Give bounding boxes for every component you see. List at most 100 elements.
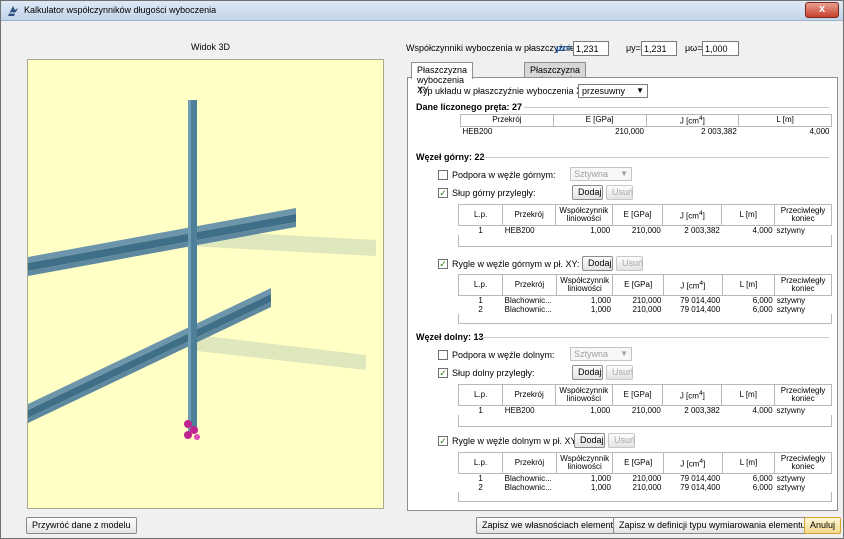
top-beams-remove-button[interactable]: Usuń: [616, 256, 643, 271]
save-in-element-properties-button[interactable]: Zapisz we własnościach elementu: [476, 517, 625, 534]
table-row[interactable]: 2 Blachownic... 1,000 210,000 79 014,400…: [459, 483, 832, 492]
bottom-beams-add-button[interactable]: Dodaj: [574, 433, 605, 448]
table-row[interactable]: 1 HEB200 1,000 210,000 2 003,382 4,000 s…: [459, 226, 832, 236]
title-bar[interactable]: Kalkulator współczynników długości wyboc…: [1, 1, 843, 21]
cell-linearity: 1,000: [590, 226, 611, 235]
col-header-j: J [cm4]: [662, 452, 723, 474]
col-header-e: E [GPa]: [612, 452, 664, 474]
column-edge: [188, 100, 191, 432]
beam-bottom-flange: [28, 302, 271, 423]
view3d-canvas[interactable]: [27, 59, 384, 509]
table-row[interactable]: 1 Blachownic... 1,000 210,000 79 014,400…: [459, 296, 832, 306]
cell-opposite-end: sztywny: [776, 474, 806, 483]
col-header-lp: L.p.: [457, 204, 504, 226]
tab-plane-xy[interactable]: Płaszczyzna wyboczenia XY: [411, 62, 474, 95]
table-row[interactable]: 1 Blachownic... 1,000 210,000 79 014,400…: [459, 474, 832, 484]
beam-top: [28, 208, 296, 263]
col-header-linearity: Współczynnik liniowości: [554, 384, 613, 406]
beam-bottom: [28, 288, 271, 410]
table-row[interactable]: 1 HEB200 1,000 210,000 2 003,382 4,000 s…: [459, 406, 832, 416]
col-header-opposite-end: Przeciwległy koniec: [774, 204, 832, 226]
system-type-value: przesuwny: [582, 86, 626, 96]
member-table[interactable]: Przekrój E [GPa] J [cm4] L [m] HEB200 21…: [460, 114, 832, 136]
top-beams-add-button[interactable]: Dodaj: [582, 256, 613, 271]
cancel-button[interactable]: Anuluj: [804, 517, 842, 534]
bottom-beams-table[interactable]: L.p. Przekrój Współczynnik liniowości E …: [457, 452, 832, 492]
cell-lp: 2: [478, 483, 483, 492]
app-icon: [8, 6, 18, 16]
col-header-linearity: Współczynnik liniowości: [555, 452, 614, 474]
top-column-add-button[interactable]: Dodaj: [572, 185, 603, 200]
col-header-opposite-end: Przeciwległy koniec: [774, 452, 832, 474]
dropdown-arrow-icon: ▼: [620, 169, 628, 178]
cell-l: 4,000: [752, 406, 773, 415]
member-header-section: Przekrój: [460, 114, 554, 127]
tab-plane-xz[interactable]: Płaszczyzna wyboczenia XZ: [524, 62, 587, 95]
system-type-label: Typ układu w płaszczyźnie wyboczenia XY:: [418, 86, 591, 96]
bottom-beams-checkbox[interactable]: ✓: [438, 436, 448, 446]
cell-j: 79 014,400: [680, 474, 721, 483]
member-heading: Dane liczonego pręta: 27: [416, 102, 523, 112]
col-header-section: Przekrój: [502, 204, 556, 226]
top-beams-table[interactable]: L.p. Przekrój Współczynnik liniowości E …: [457, 274, 832, 314]
cell-e: 210,000: [632, 296, 662, 305]
col-header-e: E [GPa]: [611, 384, 664, 406]
coefficients-label: Współczynniki wyboczenia w płaszczyźnie:: [406, 43, 578, 53]
cell-linearity: 1,000: [590, 406, 611, 415]
save-in-design-type-button[interactable]: Zapisz w definicji typu wymiarowania ele…: [613, 517, 812, 534]
dropdown-arrow-icon: ▼: [620, 349, 628, 358]
top-beams-checkbox[interactable]: ✓: [438, 259, 448, 269]
table-row[interactable]: HEB200 210,000 2 003,382 4,000: [461, 126, 832, 136]
bottom-column-add-button[interactable]: Dodaj: [572, 365, 603, 380]
tab-panel-xy: Typ układu w płaszczyźnie wyboczenia XY:…: [407, 77, 838, 511]
col-header-lp: L.p.: [457, 452, 504, 474]
cell-l: 6,000: [752, 474, 773, 483]
col-header-linearity: Współczynnik liniowości: [554, 204, 613, 226]
top-column-label: Słup górny przyległy:: [452, 188, 536, 198]
close-icon: x: [818, 3, 826, 15]
cell-l: 4,000: [752, 226, 773, 235]
bottom-column-checkbox[interactable]: ✓: [438, 368, 448, 378]
top-support-checkbox[interactable]: [438, 170, 448, 180]
col-header-section: Przekrój: [502, 274, 557, 296]
member-header-j: J [cm4]: [645, 114, 740, 127]
bottom-support-label: Podpora w węźle dolnym:: [452, 350, 555, 360]
member-header-e: E [GPa]: [552, 114, 647, 127]
bottom-support-checkbox[interactable]: [438, 350, 448, 360]
bottom-column-remove-button[interactable]: Usuń: [606, 365, 633, 380]
view3d-title: Widok 3D: [191, 42, 231, 52]
table-row[interactable]: 2 Blachownic... 1,000 210,000 79 014,400…: [459, 305, 832, 314]
bottom-support-select[interactable]: Sztywna ▼: [570, 347, 632, 361]
restore-from-model-button[interactable]: Przywróć dane z modelu: [26, 517, 137, 534]
mu-z-field[interactable]: [573, 41, 609, 56]
bottom-column-table[interactable]: L.p. Przekrój Współczynnik liniowości E …: [457, 384, 832, 416]
top-support-value: Sztywna: [574, 169, 609, 179]
cell-lp: 1: [478, 474, 483, 483]
col-header-e: E [GPa]: [612, 274, 664, 296]
top-beams-label: Rygle w węźle górnym w pł. XY:: [452, 259, 580, 269]
mu-w-field[interactable]: [702, 41, 739, 56]
bottom-beams-label: Rygle w węźle dolnym w pł. XY:: [452, 436, 579, 446]
col-header-opposite-end: Przeciwległy koniec: [774, 384, 832, 406]
member-cell-e: 210,000: [615, 126, 644, 136]
cell-e: 210,000: [632, 483, 662, 492]
top-support-select[interactable]: Sztywna ▼: [570, 167, 632, 181]
cell-l: 6,000: [752, 483, 773, 492]
cell-opposite-end: sztywny: [776, 483, 806, 492]
top-column-remove-button[interactable]: Usuń: [606, 185, 633, 200]
cell-opposite-end: sztywny: [776, 296, 806, 305]
support-marker: [184, 420, 200, 440]
top-column-checkbox[interactable]: ✓: [438, 188, 448, 198]
col-header-linearity: Współczynnik liniowości: [555, 274, 614, 296]
bottom-beams-remove-button[interactable]: Usuń: [608, 433, 635, 448]
system-type-select[interactable]: przesuwny ▼: [578, 84, 648, 98]
cell-l: 6,000: [752, 296, 773, 305]
cell-j: 79 014,400: [680, 483, 721, 492]
cell-linearity: 1,000: [590, 474, 611, 483]
close-button[interactable]: x: [805, 2, 839, 18]
beam-top-flange: [28, 222, 296, 276]
mu-y-field[interactable]: [641, 41, 677, 56]
col-header-j: J [cm4]: [662, 204, 723, 226]
top-column-table[interactable]: L.p. Przekrój Współczynnik liniowości E …: [457, 204, 832, 236]
structure-3d-drawing: [28, 100, 376, 440]
